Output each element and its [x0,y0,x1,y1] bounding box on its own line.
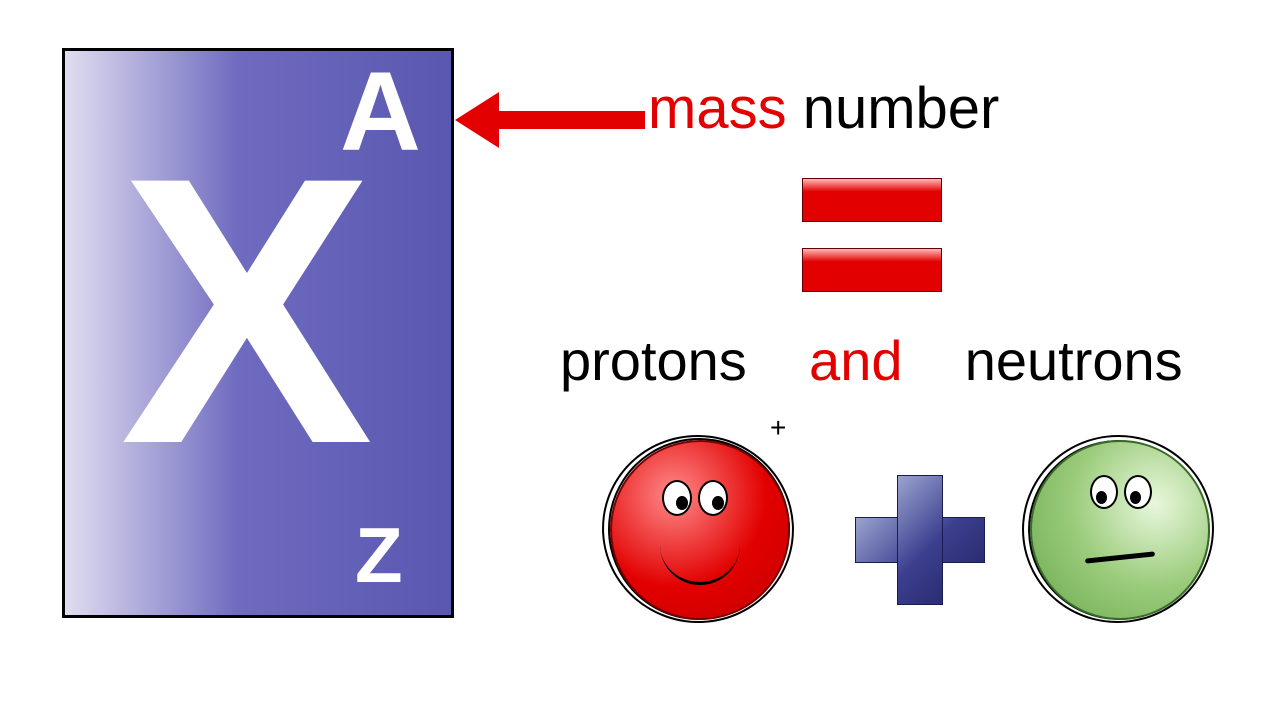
number-word: number [803,76,1000,141]
proton-charge: + [770,412,786,444]
atomic-number-symbol: Z [355,516,403,594]
neutron-circle [1030,440,1210,620]
proton-circle [610,440,790,620]
element-tile: X A Z [62,48,454,618]
arrow-head-icon [455,92,499,148]
mass-number-arrow [455,100,635,140]
protons-neutrons-label: protons and neutrons [560,328,1183,393]
plus-icon [855,475,985,605]
element-symbol: X [120,121,363,501]
equals-bar-top [802,178,942,222]
mass-word: mass [648,76,787,141]
mass-number-symbol: A [340,56,421,168]
and-word: and [809,329,902,392]
equals-bar-bottom [802,248,942,292]
protons-word: protons [560,329,747,392]
arrow-line [495,111,645,129]
mass-number-label: mass number [648,75,999,142]
neutrons-word: neutrons [965,329,1183,392]
